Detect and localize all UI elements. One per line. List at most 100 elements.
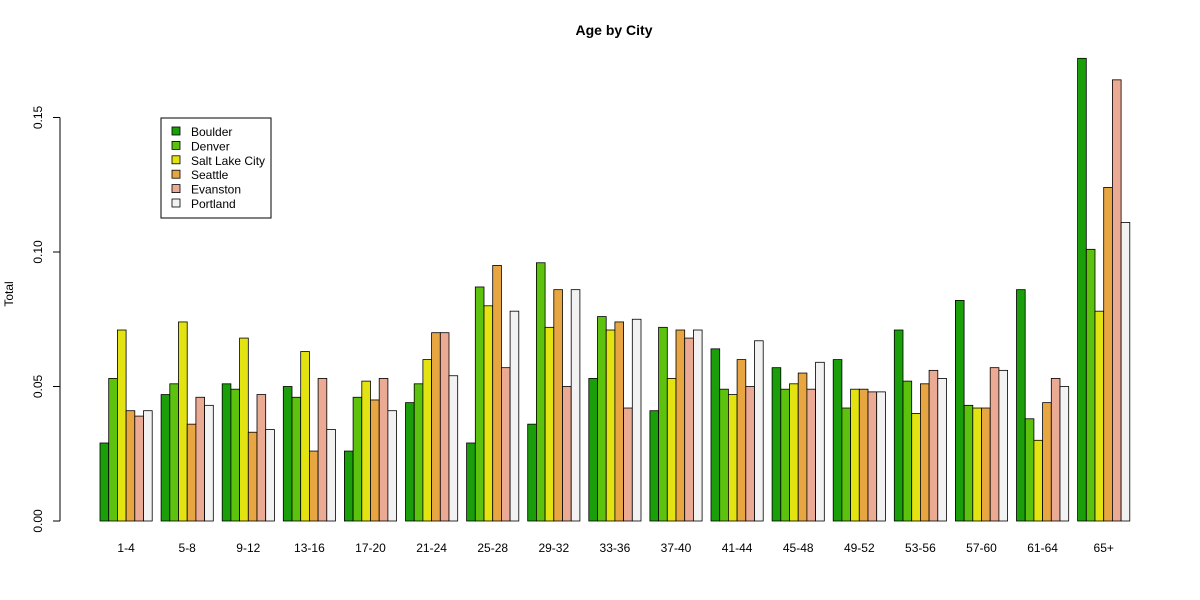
- x-tick-label: 1-4: [117, 541, 135, 555]
- bar-denver: [780, 388, 790, 522]
- bar-denver: [1024, 418, 1035, 522]
- bar-seattle: [553, 289, 563, 522]
- x-tick-label: 29-32: [538, 541, 569, 555]
- bar-denver: [291, 396, 302, 522]
- bar-boulder: [955, 300, 965, 522]
- bar-seattle: [858, 388, 869, 522]
- bar-boulder: [282, 386, 293, 522]
- legend-label: Salt Lake City: [191, 154, 265, 168]
- bar-boulder: [710, 348, 721, 522]
- bar-portland: [1059, 386, 1070, 522]
- bar-boulder: [221, 383, 232, 522]
- y-axis-label: Total: [2, 281, 16, 306]
- bar-seattle: [492, 265, 502, 522]
- x-tick-label: 65+: [1094, 541, 1114, 555]
- bar-salt-lake-city: [666, 378, 677, 522]
- bar-denver: [719, 388, 729, 522]
- bar-salt-lake-city: [789, 383, 799, 522]
- legend-swatch: [171, 169, 181, 179]
- x-tick-labels: 1-4 5-8 9-12 13-16 17-20 21-24 25-28 29-32 33-36…: [117, 541, 1113, 555]
- bar-evanston: [1050, 378, 1061, 522]
- bar-salt-lake-city: [422, 359, 432, 522]
- bar-denver: [352, 396, 363, 522]
- y-tick-label: 0.10: [31, 240, 45, 264]
- bar-denver: [902, 380, 913, 522]
- x-tick-label: 21-24: [416, 541, 447, 555]
- bar-evanston: [989, 367, 1000, 522]
- bar-portland: [387, 410, 397, 522]
- bar-portland: [1120, 222, 1131, 522]
- bar-evanston: [623, 407, 633, 522]
- bar-evanston: [562, 386, 572, 522]
- bar-evanston: [134, 415, 144, 522]
- bar-denver: [841, 407, 852, 522]
- bar-evanston: [745, 386, 755, 522]
- bar-salt-lake-city: [1033, 439, 1044, 522]
- x-tick-label: 25-28: [477, 541, 508, 555]
- y-tick-label: 0.05: [31, 374, 45, 398]
- bar-evanston: [439, 332, 450, 522]
- legend-swatch: [171, 140, 181, 150]
- y-tick-label: 0.15: [31, 105, 45, 129]
- bar-portland: [998, 369, 1009, 522]
- bar-salt-lake-city: [300, 351, 310, 522]
- bar-portland: [448, 375, 459, 522]
- y-tick-label: 0.00: [31, 509, 45, 533]
- bar-evanston: [317, 378, 328, 522]
- y-axis: 0.00 0.05 0.10 0.15: [31, 105, 61, 533]
- legend-swatch: [171, 155, 181, 165]
- bar-evanston: [867, 391, 878, 522]
- bar-seattle: [675, 329, 686, 522]
- x-tick-label: 37-40: [661, 541, 692, 555]
- bar-salt-lake-city: [361, 380, 371, 522]
- bar-boulder: [832, 359, 843, 522]
- bar-boulder: [649, 410, 660, 522]
- bar-boulder: [527, 423, 537, 522]
- bar-boulder: [588, 378, 598, 522]
- bar-seattle: [797, 372, 808, 522]
- bar-seattle: [614, 321, 625, 522]
- bar-evanston: [928, 369, 939, 522]
- legend-swatch: [171, 184, 181, 194]
- bar-evanston: [1112, 79, 1122, 522]
- bar-evanston: [195, 396, 205, 522]
- bar-portland: [876, 391, 886, 522]
- bar-boulder: [405, 402, 415, 522]
- bar-portland: [204, 404, 214, 522]
- bar-denver: [169, 383, 179, 522]
- bar-seattle: [308, 450, 319, 522]
- bar-evanston: [256, 394, 267, 522]
- bar-portland: [631, 318, 642, 522]
- legend-swatch: [171, 198, 181, 208]
- bar-portland: [693, 329, 703, 522]
- x-tick-label: 45-48: [783, 541, 814, 555]
- bar-salt-lake-city: [1094, 310, 1105, 522]
- bar-portland: [815, 361, 825, 522]
- x-tick-label: 53-56: [905, 541, 936, 555]
- x-tick-label: 5-8: [179, 541, 197, 555]
- bar-seattle: [186, 423, 197, 522]
- bar-seattle: [1042, 402, 1052, 522]
- bar-salt-lake-city: [544, 326, 555, 522]
- bar-denver: [230, 388, 240, 522]
- x-tick-label: 33-36: [600, 541, 631, 555]
- bar-denver: [658, 326, 668, 522]
- bar-seattle: [736, 359, 747, 522]
- legend-label: Denver: [191, 139, 230, 153]
- bar-boulder: [343, 450, 354, 522]
- bar-portland: [265, 429, 275, 522]
- legend-label: Portland: [191, 197, 236, 211]
- bar-seattle: [247, 431, 258, 522]
- chart-title: Age by City: [575, 22, 652, 38]
- bar-denver: [536, 262, 546, 522]
- x-tick-label: 41-44: [722, 541, 753, 555]
- bar-salt-lake-city: [850, 388, 860, 522]
- bars-group: [99, 57, 1131, 522]
- x-tick-label: 61-64: [1027, 541, 1058, 555]
- x-tick-label: 9-12: [236, 541, 260, 555]
- bar-denver: [963, 404, 974, 522]
- x-tick-label: 57-60: [966, 541, 997, 555]
- bar-portland: [570, 289, 581, 522]
- bar-boulder: [771, 367, 782, 522]
